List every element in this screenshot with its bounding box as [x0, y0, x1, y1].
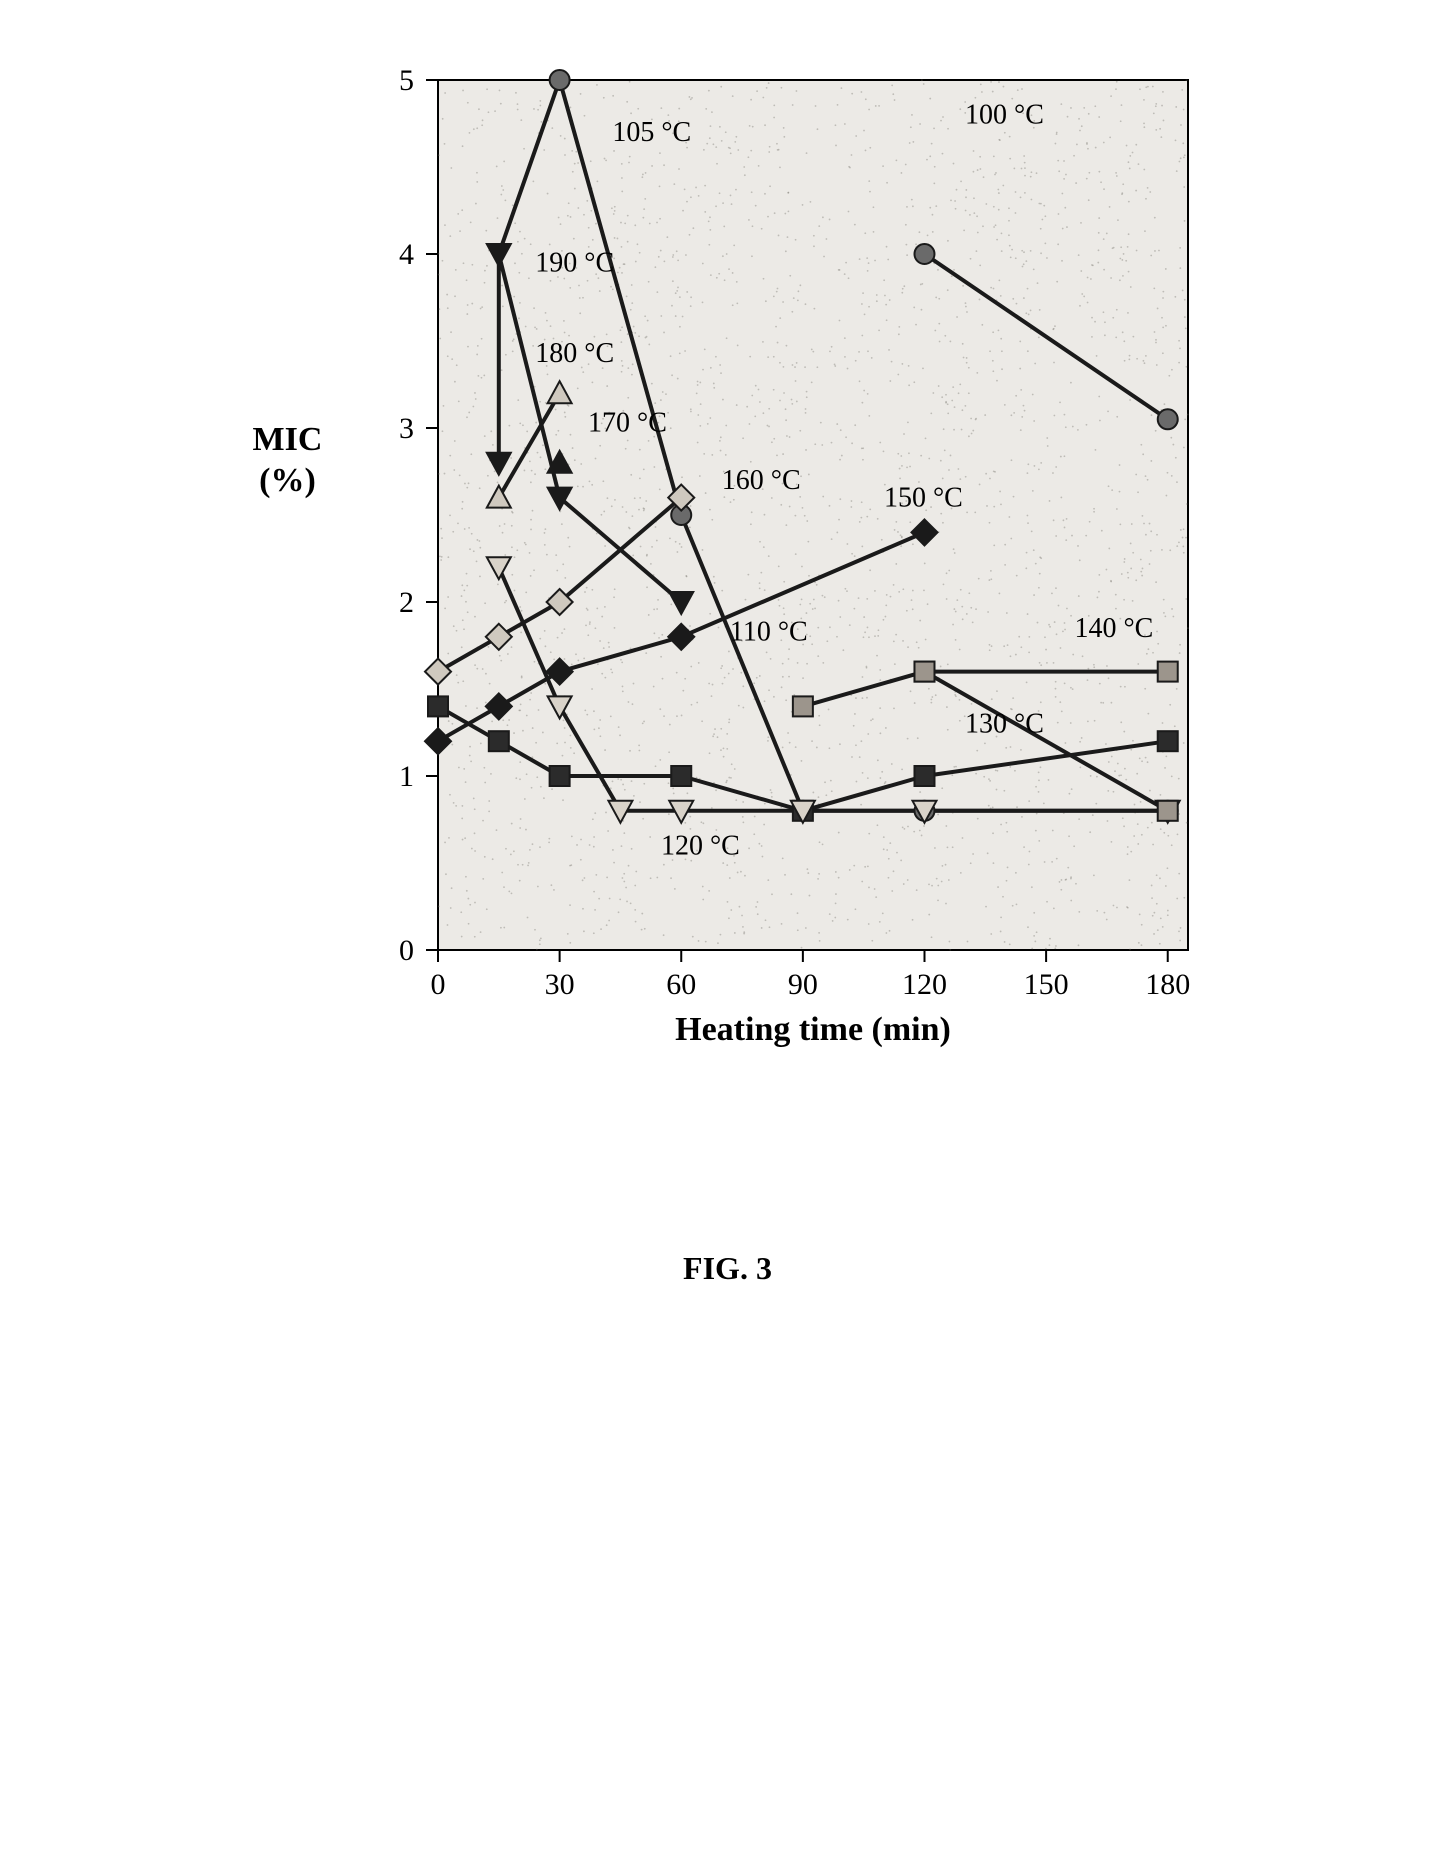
svg-text:150: 150 [1023, 968, 1068, 1001]
svg-text:140 °C: 140 °C [1074, 613, 1153, 644]
svg-text:180: 180 [1145, 968, 1190, 1001]
svg-text:Heating time (min): Heating time (min) [675, 1011, 951, 1048]
svg-text:90: 90 [787, 968, 817, 1001]
ylabel-2: (%) [259, 462, 316, 499]
line-chart: 0 30 60 90 120 150 180 0 1 2 3 4 5 Heating time (min)… [228, 40, 1228, 1110]
svg-text:105 °C: 105 °C [612, 117, 691, 148]
svg-text:160 °C: 160 °C [721, 465, 800, 496]
figure-caption: FIG. 3 [228, 1250, 1228, 1287]
svg-text:30: 30 [544, 968, 574, 1001]
ylabel-1: MIC [253, 421, 323, 458]
svg-text:190 °C: 190 °C [535, 247, 614, 278]
svg-text:5: 5 [399, 64, 414, 97]
svg-text:100 °C: 100 °C [965, 100, 1044, 131]
svg-text:3: 3 [399, 412, 414, 445]
svg-text:0: 0 [399, 934, 414, 967]
svg-text:2: 2 [399, 586, 414, 619]
svg-text:130 °C: 130 °C [965, 709, 1044, 740]
chart-container: MIC (%) 0 30 60 90 120 150 180 0 1 2 3 4 5 Heating ti… [228, 40, 1228, 1287]
svg-text:0: 0 [430, 968, 445, 1001]
svg-text:170 °C: 170 °C [588, 407, 667, 438]
svg-text:120: 120 [901, 968, 946, 1001]
svg-text:180 °C: 180 °C [535, 338, 614, 369]
svg-text:150 °C: 150 °C [883, 482, 962, 513]
svg-text:4: 4 [399, 238, 414, 271]
svg-text:120 °C: 120 °C [660, 830, 739, 861]
svg-text:110 °C: 110 °C [729, 616, 807, 647]
svg-text:60: 60 [666, 968, 696, 1001]
svg-text:1: 1 [399, 760, 414, 793]
y-axis-label: MIC (%) [228, 420, 348, 502]
